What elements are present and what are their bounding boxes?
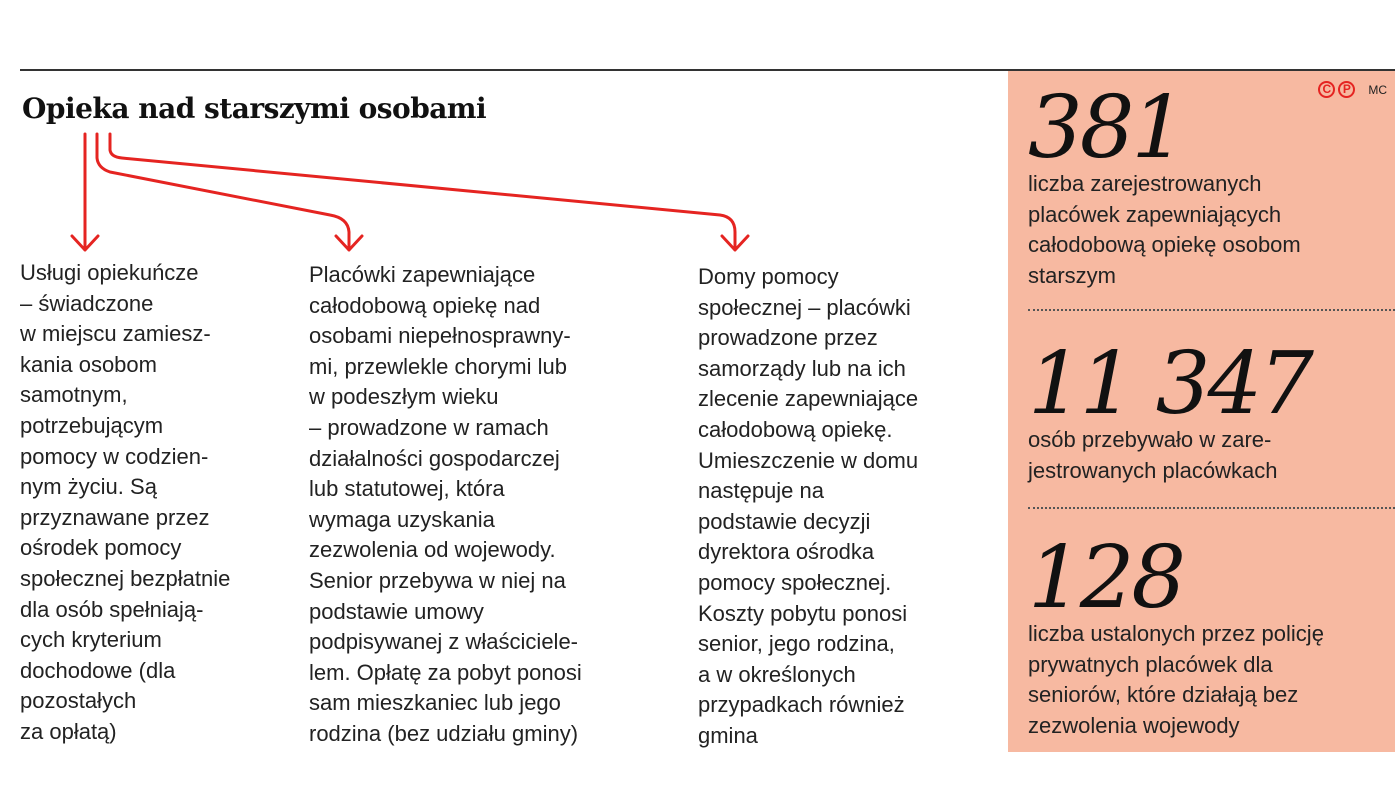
divider — [1028, 507, 1395, 509]
stat-line: liczba zarejestrowanych — [1028, 171, 1262, 196]
text-line: Placówki zapewniające — [309, 262, 536, 287]
stat-value-1: 381 — [1028, 78, 1186, 178]
text-line: Koszty pobytu ponosi — [698, 600, 908, 626]
copyright-logo: C P MC — [1318, 81, 1387, 98]
text-line: lem. Opłatę za pobyt ponosi — [309, 659, 582, 685]
stat-text-3: liczba ustalonych przez policję prywatnyc… — [1028, 619, 1324, 741]
top-rule — [20, 69, 1395, 71]
page-title: Opieka nad starszymi osobami — [22, 92, 487, 125]
stat-line: całodobową opiekę osobom — [1028, 232, 1301, 258]
text-line: Usługi opiekuńcze — [20, 260, 199, 285]
stat-line: jestrowanych placówkach — [1028, 457, 1278, 483]
text-line: potrzebującym — [20, 412, 164, 438]
text-line: osobami niepełnosprawny- — [309, 323, 571, 349]
text-line: podstawie umowy — [309, 598, 484, 624]
stat-line: osób przebywało w zare- — [1028, 427, 1272, 452]
stat-line: liczba ustalonych przez policję — [1028, 621, 1324, 646]
text-line: wymaga uzyskania — [309, 506, 495, 532]
text-line: cych kryterium — [20, 627, 162, 653]
text-line: całodobową opiekę. — [698, 416, 893, 442]
text-line: podstawie decyzji — [698, 508, 871, 534]
column-placowki-calodobowe: Placówki zapewniające całodobową opiekę n… — [309, 260, 582, 750]
stat-text-2: osób przebywało w zare-jestrowanych plac… — [1028, 425, 1277, 486]
text-line: samotnym, — [20, 382, 128, 408]
text-line: prowadzone przez — [698, 325, 878, 351]
text-line: gmina — [698, 722, 758, 748]
text-line: lub statutowej, która — [309, 476, 505, 502]
text-line: społecznej bezpłatnie — [20, 565, 231, 591]
text-line: Umieszczenie w domu — [698, 447, 919, 473]
text-line: całodobową opiekę nad — [309, 292, 541, 318]
text-line: w miejscu zamiesz- — [20, 321, 211, 347]
text-line: Domy pomocy — [698, 264, 839, 289]
divider — [1028, 309, 1395, 311]
text-line: nym życiu. Są — [20, 474, 157, 500]
text-line: samorządy lub na ich — [698, 355, 906, 381]
text-line: pozostałych — [20, 688, 137, 714]
column-uslugi-opiekuncze: Usługi opiekuńcze – świadczone w miejscu z… — [20, 258, 230, 748]
stats-panel: C P MC 381 liczba zarejestrowanych placów… — [1008, 71, 1395, 752]
column-domy-pomocy-spolecznej: Domy pomocy społecznej – placówki prowadzo… — [698, 262, 918, 752]
text-line: kania osobom — [20, 351, 157, 377]
stat-line: starszym — [1028, 262, 1116, 288]
text-line: – świadczone — [20, 290, 154, 316]
arrow-to-column-1 — [70, 132, 100, 252]
text-line: rodzina (bez udziału gminy) — [309, 720, 579, 746]
text-line: Senior przebywa w niej na — [309, 567, 566, 593]
stat-text-1: liczba zarejestrowanych placówek zapewnia… — [1028, 169, 1301, 291]
text-line: ośrodek pomocy — [20, 535, 182, 561]
text-line: w podeszłym wieku — [309, 384, 499, 410]
text-line: przypadkach również — [698, 692, 905, 718]
author-initials: MC — [1368, 82, 1387, 97]
stat-line: seniorów, które działają bez — [1028, 682, 1299, 708]
stat-line: placówek zapewniających — [1028, 201, 1282, 227]
arrow-to-column-2 — [95, 132, 364, 252]
stat-line: prywatnych placówek dla — [1028, 651, 1273, 677]
text-line: zlecenie zapewniające — [698, 386, 919, 412]
text-line: dla osób spełniają- — [20, 596, 204, 622]
arrow-to-column-3 — [108, 132, 750, 252]
text-line: a w określonych — [698, 661, 856, 687]
arrows-diagram — [70, 132, 750, 252]
text-line: sam mieszkaniec lub jego — [309, 690, 561, 716]
text-line: podpisywanej z właściciele- — [309, 629, 579, 655]
copyright-icon: C — [1318, 81, 1336, 98]
text-line: dochodowe (dla — [20, 657, 176, 683]
text-line: społecznej – placówki — [698, 294, 911, 320]
text-line: mi, przewlekle chorymi lub — [309, 353, 567, 379]
text-line: dyrektora ośrodka — [698, 539, 875, 565]
text-line: następuje na — [698, 478, 824, 504]
text-line: za opłatą) — [20, 718, 117, 744]
text-line: senior, jego rodzina, — [698, 631, 895, 657]
press-icon: P — [1338, 81, 1356, 98]
stat-line: zezwolenia wojewody — [1028, 712, 1240, 738]
text-line: – prowadzone w ramach — [309, 414, 549, 440]
text-line: przyznawane przez — [20, 504, 210, 530]
text-line: zezwolenia od wojewody. — [309, 537, 556, 563]
text-line: pomocy społecznej. — [698, 569, 892, 595]
stat-value-3: 128 — [1028, 528, 1186, 628]
stat-value-2: 11 347 — [1028, 334, 1314, 434]
text-line: pomocy w codzien- — [20, 443, 209, 469]
text-line: działalności gospodarczej — [309, 445, 560, 471]
